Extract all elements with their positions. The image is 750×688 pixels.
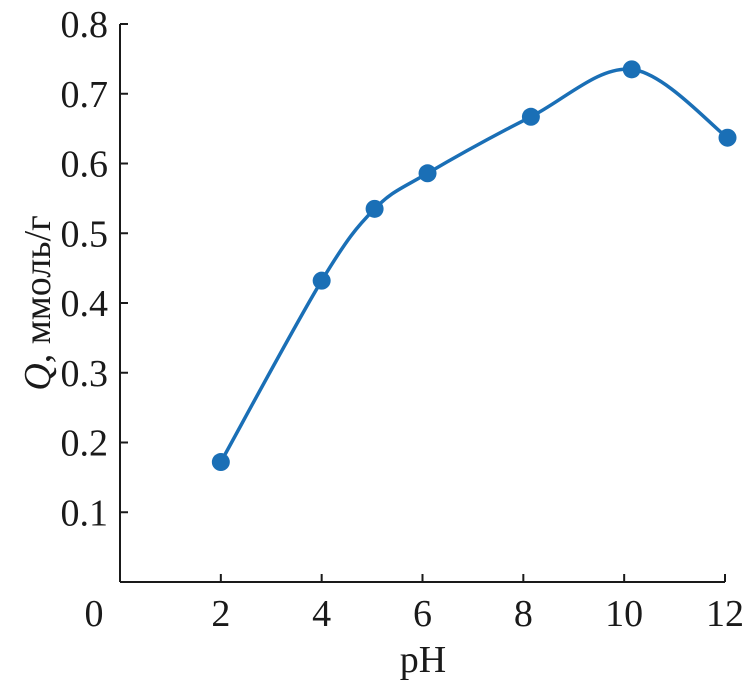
y-tick-label: 0.8 [61,4,109,46]
series-layer [211,60,737,472]
y-tick-label: 0.3 [61,353,109,395]
x-tick-label: 12 [706,593,744,635]
y-tick-label: 0.7 [61,74,109,116]
x-tick-label: 4 [312,593,331,635]
x-tick-label: 0 [85,593,104,635]
y-axis-symbol: Q [17,363,59,390]
y-tick-label: 0.4 [61,283,109,325]
data-point [418,164,437,183]
series-line [219,67,730,464]
data-point [211,453,230,472]
data-point [312,271,331,290]
y-tick-label: 0.2 [61,423,109,465]
x-tick-label: 6 [413,593,432,635]
x-tick-label: 2 [211,593,230,635]
y-tick-label: 0.1 [61,492,109,534]
x-ticks: 0 2 4 6 8 10 12 [85,574,744,635]
y-tick-label: 0.5 [61,213,109,255]
data-point [521,107,540,126]
data-point [718,128,737,147]
x-tick-label: 10 [605,593,643,635]
y-axis-unit: , ммоль/г [17,215,59,363]
axes [119,24,725,583]
data-point [622,60,641,79]
x-axis-title: pH [400,639,446,681]
y-tick-label: 0.6 [61,144,109,186]
data-point [365,199,384,218]
y-ticks: 0.1 0.2 0.3 0.4 0.5 0.6 0.7 0.8 [61,4,128,534]
x-tick-label: 8 [514,593,533,635]
y-axis-title: Q, ммоль/г [17,215,59,390]
